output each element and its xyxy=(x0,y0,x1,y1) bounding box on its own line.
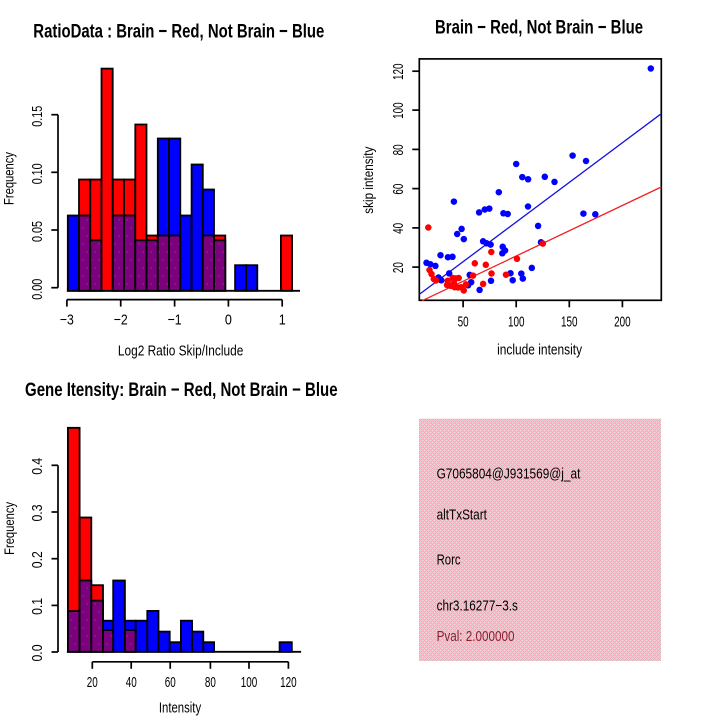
svg-text:Brain − Red, Not Brain − Blue: Brain − Red, Not Brain − Blue xyxy=(435,16,643,38)
svg-text:50: 50 xyxy=(458,314,469,331)
svg-text:−1: −1 xyxy=(168,311,182,328)
svg-text:−2: −2 xyxy=(114,311,128,328)
svg-text:Frequency: Frequency xyxy=(1,152,17,205)
svg-text:100: 100 xyxy=(390,102,407,119)
svg-text:−3: −3 xyxy=(60,311,74,328)
svg-text:100: 100 xyxy=(241,674,258,691)
svg-text:80: 80 xyxy=(390,144,407,155)
svg-text:Pval: 2.000000: Pval: 2.000000 xyxy=(437,628,515,645)
svg-text:0.10: 0.10 xyxy=(29,163,46,184)
svg-text:chr3.16277−3.s: chr3.16277−3.s xyxy=(437,598,518,615)
svg-text:include intensity: include intensity xyxy=(497,342,582,359)
svg-text:20: 20 xyxy=(390,262,407,273)
svg-text:0.00: 0.00 xyxy=(29,279,46,300)
svg-text:0.2: 0.2 xyxy=(29,551,46,568)
svg-text:0.3: 0.3 xyxy=(29,505,46,522)
svg-text:150: 150 xyxy=(561,314,578,331)
svg-text:60: 60 xyxy=(165,674,176,691)
svg-text:0.05: 0.05 xyxy=(29,221,46,242)
svg-text:120: 120 xyxy=(390,63,407,80)
svg-text:80: 80 xyxy=(205,674,216,691)
svg-text:0.15: 0.15 xyxy=(29,106,46,127)
svg-text:altTxStart: altTxStart xyxy=(437,507,488,524)
svg-text:Log2 Ratio Skip/Include: Log2 Ratio Skip/Include xyxy=(118,342,243,359)
svg-text:120: 120 xyxy=(280,674,297,691)
svg-text:skip intensity: skip intensity xyxy=(360,147,376,214)
svg-text:G7065804@J931569@j_at: G7065804@J931569@j_at xyxy=(437,466,581,483)
svg-text:1: 1 xyxy=(279,311,286,328)
svg-text:Gene Itensity: Brain − Red, No: Gene Itensity: Brain − Red, Not Brain − … xyxy=(25,379,338,401)
svg-text:0.0: 0.0 xyxy=(29,645,46,662)
svg-text:Rorc: Rorc xyxy=(437,552,461,569)
svg-text:0.1: 0.1 xyxy=(29,598,46,615)
svg-text:Intensity: Intensity xyxy=(159,700,202,717)
svg-text:60: 60 xyxy=(390,184,407,195)
svg-text:RatioData : Brain − Red, Not B: RatioData : Brain − Red, Not Brain − Blu… xyxy=(33,20,324,42)
svg-text:100: 100 xyxy=(508,314,525,331)
svg-text:40: 40 xyxy=(126,674,137,691)
svg-text:20: 20 xyxy=(87,674,98,691)
svg-text:0: 0 xyxy=(225,311,232,328)
svg-text:40: 40 xyxy=(390,223,407,234)
svg-text:Frequency: Frequency xyxy=(1,502,17,555)
svg-text:0.4: 0.4 xyxy=(29,458,46,475)
svg-text:200: 200 xyxy=(614,314,631,331)
